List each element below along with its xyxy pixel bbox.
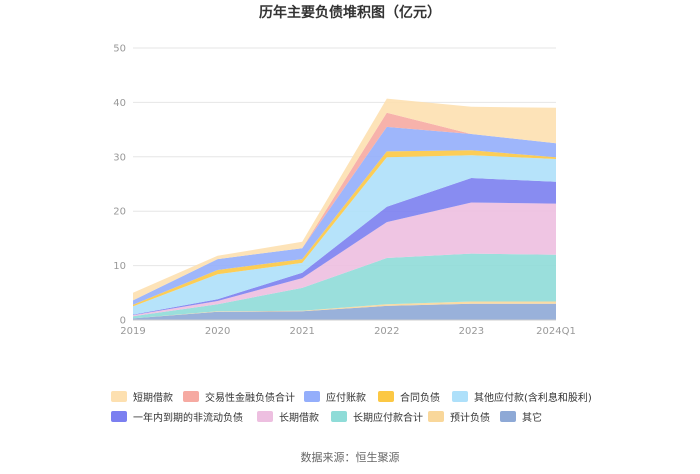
legend-label: 应付账款 — [326, 391, 366, 404]
area-series — [133, 98, 556, 320]
legend-label: 长期借款 — [279, 411, 319, 424]
legend-label: 其它 — [522, 411, 542, 424]
x-tick-label: 2022 — [374, 326, 399, 337]
legend-label: 一年内到期的非流动负债 — [133, 411, 243, 424]
y-tick-label: 30 — [113, 152, 126, 163]
legend-label: 其他应付款(含利息和股利) — [474, 391, 592, 404]
legend-swatch — [304, 391, 320, 402]
legend-swatch — [183, 391, 199, 402]
x-tick-label: 2019 — [120, 326, 145, 337]
y-tick-label: 20 — [113, 207, 126, 218]
legend-label: 短期借款 — [133, 391, 173, 404]
area-其它 — [133, 303, 556, 320]
area-其他应付款(含利息和股利) — [133, 155, 556, 315]
x-tick-label: 2023 — [459, 326, 484, 337]
legend-label: 长期应付款合计 — [353, 411, 423, 424]
y-tick-label: 40 — [113, 98, 126, 109]
legend-label: 交易性金融负债合计 — [205, 391, 295, 404]
x-tick-label: 2021 — [289, 326, 314, 337]
area-长期应付款合计 — [133, 253, 556, 319]
y-tick-label: 50 — [113, 44, 126, 55]
area-短期借款 — [133, 98, 556, 301]
x-tick-label: 2024Q1 — [536, 326, 576, 337]
area-合同负债 — [133, 150, 556, 307]
area-应付账款 — [133, 126, 556, 305]
y-axis: 0 10 20 30 40 50 — [113, 44, 126, 327]
x-tick-label: 2020 — [205, 326, 230, 337]
legend-swatch — [331, 411, 347, 422]
legend-label: 合同负债 — [400, 391, 440, 404]
legend-label: 预计负债 — [450, 411, 490, 424]
x-axis: 2019 2020 2021 2022 2023 2024Q1 — [120, 319, 576, 337]
legend-swatch — [500, 411, 516, 422]
chart-title: 历年主要负债堆积图（亿元） — [259, 4, 441, 21]
y-tick-label: 10 — [113, 261, 126, 272]
source-note: 数据来源：恒生聚源 — [301, 450, 400, 464]
area-长期借款 — [133, 202, 556, 317]
legend-swatch — [257, 411, 273, 422]
area-一年内到期的非流动负债 — [133, 178, 556, 316]
y-tick-label: 0 — [120, 316, 126, 327]
legend-swatch — [111, 411, 127, 422]
legend-swatch — [111, 391, 127, 402]
legend-swatch — [428, 411, 444, 422]
legend-swatch — [378, 391, 394, 402]
legend: 短期借款 交易性金融负债合计 应付账款 合同负债 其他应付款(含利息和股利) 一年内到期的… — [111, 391, 592, 424]
area-预计负债 — [133, 301, 556, 319]
legend-swatch — [452, 391, 468, 402]
